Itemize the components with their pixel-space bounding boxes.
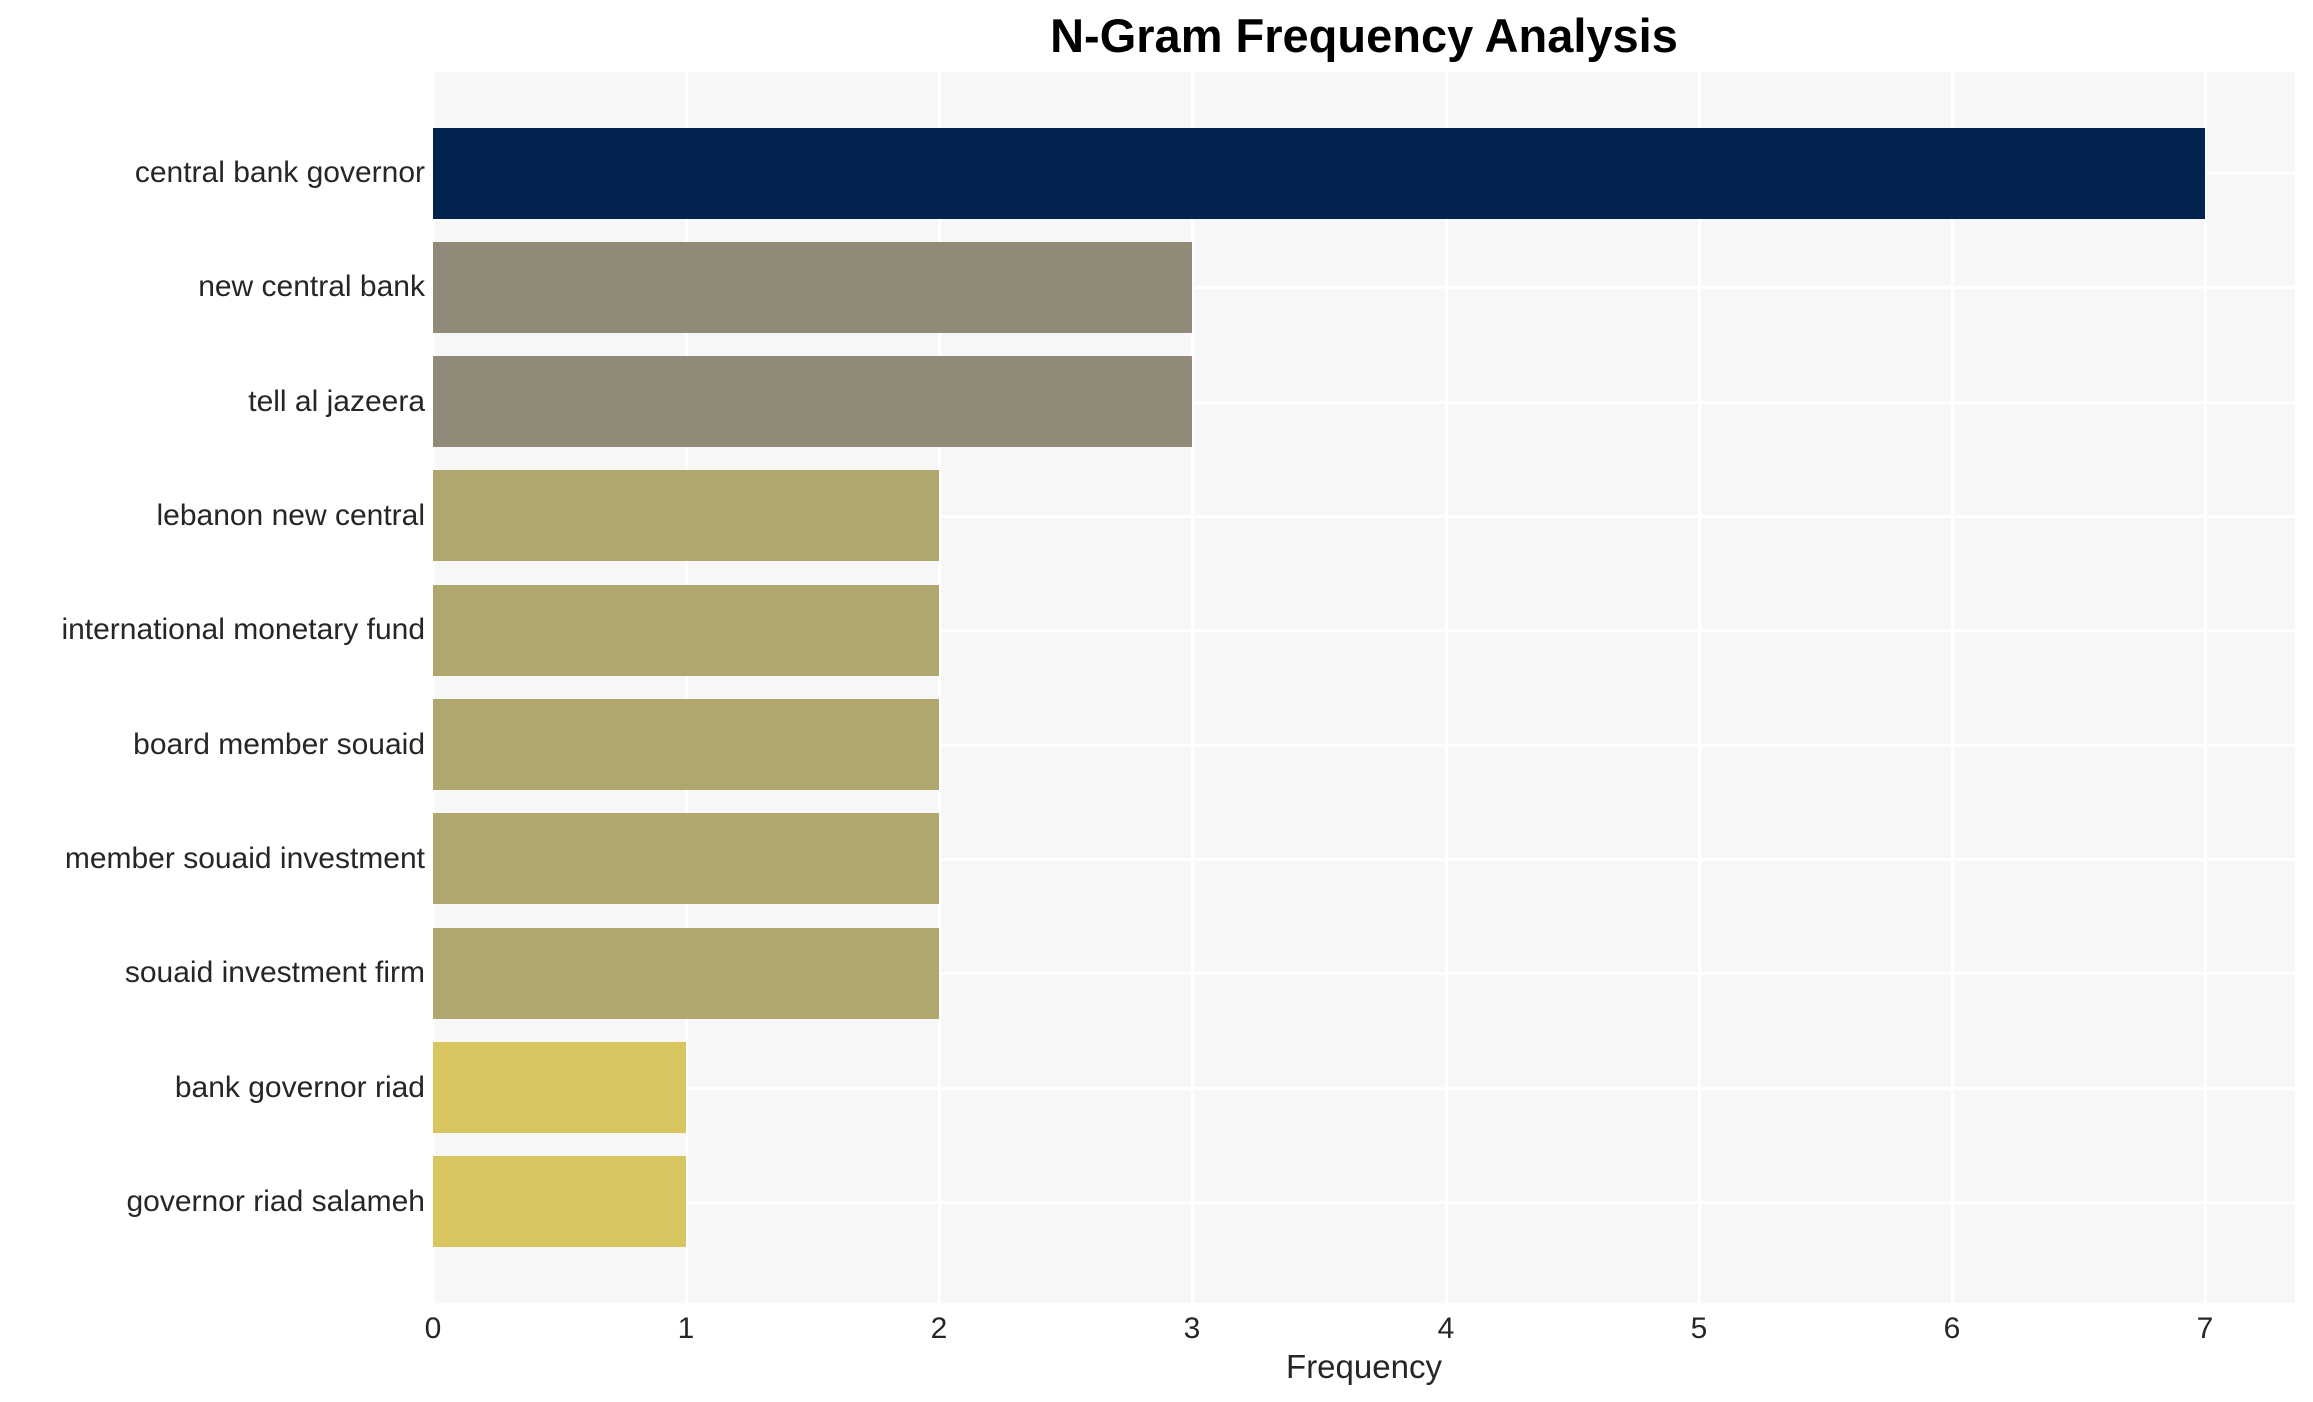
bar-member-souaid-investment xyxy=(433,813,939,904)
bar-bank-governor-riad xyxy=(433,1042,686,1133)
chart-title: N-Gram Frequency Analysis xyxy=(1050,9,1678,62)
y-category-label: tell al jazeera xyxy=(248,385,425,418)
vertical-gridline xyxy=(1698,72,1701,1303)
y-category-label: lebanon new central xyxy=(156,499,425,532)
bar-governor-riad-salameh xyxy=(433,1156,686,1247)
y-category-label: souaid investment firm xyxy=(124,956,425,989)
vertical-gridline xyxy=(2204,72,2207,1303)
x-tick-label: 0 xyxy=(424,1312,442,1345)
y-category-label: central bank governor xyxy=(134,156,425,189)
vertical-gridline xyxy=(938,72,941,1303)
horizontal-gridline xyxy=(433,744,2295,747)
y-category-label: member souaid investment xyxy=(64,842,425,875)
plot-area xyxy=(432,72,2295,1303)
horizontal-gridline xyxy=(433,515,2295,518)
vertical-gridline xyxy=(1951,72,1954,1303)
bar-new-central-bank xyxy=(433,242,1192,333)
bar-central-bank-governor xyxy=(433,128,2205,219)
vertical-gridline xyxy=(1191,72,1194,1303)
x-axis-label: Frequency xyxy=(1286,1348,1442,1385)
vertical-gridline xyxy=(432,72,435,1303)
horizontal-gridline xyxy=(433,972,2295,975)
y-category-label: new central bank xyxy=(198,270,425,303)
x-tick-label: 2 xyxy=(930,1312,948,1345)
x-tick-label: 7 xyxy=(2196,1312,2214,1345)
horizontal-gridline xyxy=(433,1087,2295,1090)
y-category-label: governor riad salameh xyxy=(126,1185,426,1218)
horizontal-gridline xyxy=(433,401,2295,404)
x-tick-label: 3 xyxy=(1183,1312,1201,1345)
y-category-label: bank governor riad xyxy=(174,1071,425,1104)
bar-tell-al-jazeera xyxy=(433,356,1192,447)
x-tick-label: 1 xyxy=(677,1312,695,1345)
horizontal-gridline xyxy=(433,1201,2295,1204)
bar-board-member-souaid xyxy=(433,699,939,790)
horizontal-gridline xyxy=(433,858,2295,861)
bar-international-monetary-fund xyxy=(433,585,939,676)
horizontal-gridline xyxy=(433,629,2295,632)
vertical-gridline xyxy=(1445,72,1448,1303)
x-tick-label: 4 xyxy=(1437,1312,1455,1345)
horizontal-gridline xyxy=(433,286,2295,289)
y-category-label: board member souaid xyxy=(133,728,425,761)
bar-lebanon-new-central xyxy=(433,470,939,561)
x-tick-label: 6 xyxy=(1943,1312,1961,1345)
x-tick-label: 5 xyxy=(1690,1312,1708,1345)
bar-souaid-investment-firm xyxy=(433,928,939,1019)
y-category-label: international monetary fund xyxy=(61,613,425,646)
vertical-gridline xyxy=(685,72,688,1303)
